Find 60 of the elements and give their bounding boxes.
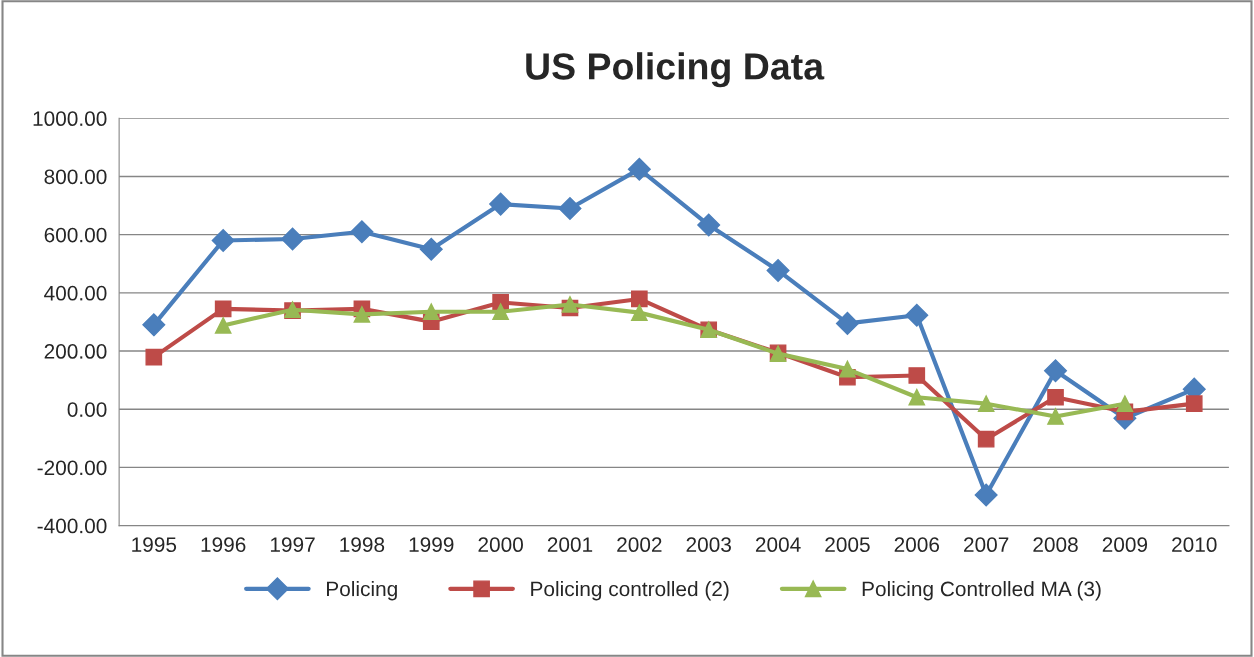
point — [350, 220, 374, 244]
x-tick-label: 2009 — [1102, 537, 1148, 553]
y-tick-label: 1000.00 — [33, 111, 107, 127]
point — [142, 313, 166, 337]
point — [489, 192, 513, 216]
y-tick-label: -400.00 — [37, 518, 107, 534]
point — [353, 306, 371, 323]
x-tick-label: 1999 — [409, 537, 454, 553]
x-tick-label: 2010 — [1172, 537, 1217, 553]
point — [1116, 395, 1134, 413]
x-tick-label: 1995 — [132, 537, 177, 553]
point — [492, 303, 509, 321]
x-tick-label: 2003 — [686, 537, 731, 553]
point — [631, 304, 648, 321]
legend-label: Policing Controlled MA (3) — [862, 581, 1101, 601]
point — [211, 228, 235, 252]
chart-title: US Policing Data — [526, 52, 825, 88]
x-tick-label: 2004 — [755, 537, 801, 553]
point — [1185, 395, 1203, 413]
point — [145, 348, 163, 366]
x-tick-label: 2008 — [1033, 537, 1078, 553]
x-tick-label: 1997 — [270, 537, 315, 553]
point — [766, 258, 790, 282]
legend-label: Policing controlled (2) — [531, 581, 729, 601]
y-tick-label: 0.00 — [67, 402, 107, 417]
point — [281, 227, 305, 251]
y-tick-label: 400.00 — [44, 285, 107, 301]
x-tick-label: 2002 — [617, 537, 662, 553]
legend-label: Policing — [327, 581, 397, 601]
point — [631, 290, 648, 308]
x-tick-label: 1998 — [340, 537, 385, 553]
point — [1047, 388, 1064, 406]
point — [214, 317, 232, 334]
point — [908, 367, 926, 384]
point — [419, 237, 443, 261]
point — [839, 360, 856, 378]
y-tick-label: 600.00 — [44, 227, 107, 243]
point — [977, 430, 995, 448]
x-tick-label: 2005 — [825, 537, 870, 553]
point — [1047, 408, 1064, 425]
y-tick-label: -200.00 — [37, 460, 107, 476]
point — [422, 303, 440, 321]
point — [627, 157, 651, 181]
point — [974, 483, 998, 507]
y-tick-label: 200.00 — [44, 344, 107, 359]
point — [977, 395, 995, 413]
y-tick-label: 800.00 — [44, 169, 107, 185]
point — [214, 300, 232, 318]
point — [1044, 359, 1068, 383]
x-tick-label: 2000 — [478, 537, 523, 553]
x-tick-label: 1996 — [201, 537, 246, 553]
x-tick-label: 2001 — [547, 537, 593, 553]
point — [905, 303, 929, 327]
point — [835, 311, 859, 335]
x-tick-label: 2006 — [894, 537, 940, 553]
point — [558, 196, 582, 220]
x-tick-label: 2007 — [964, 537, 1009, 553]
point — [561, 296, 579, 313]
point — [908, 388, 926, 406]
point — [697, 213, 721, 237]
